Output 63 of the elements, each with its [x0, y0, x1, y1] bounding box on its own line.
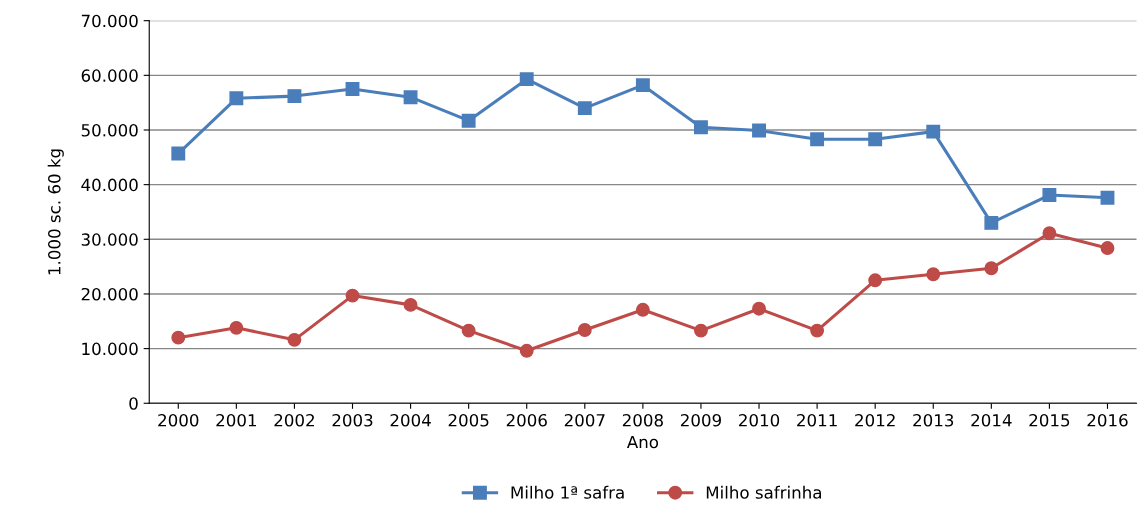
- y-tick-label: 70.000: [81, 14, 138, 28]
- point: [229, 320, 244, 335]
- point: [403, 297, 418, 312]
- x-tick-label: 2002: [274, 413, 314, 427]
- x-tick-label: 2003: [332, 413, 373, 427]
- point: [694, 323, 708, 338]
- x-tick-label: 2015: [1029, 413, 1070, 427]
- point: [287, 89, 302, 104]
- point: [519, 72, 534, 87]
- point: [345, 288, 360, 303]
- point: [229, 91, 244, 106]
- x-axis-title: Ano: [626, 435, 659, 449]
- x-tick-label: 2010: [739, 413, 780, 427]
- point: [752, 123, 766, 138]
- y-tick-label: 0: [129, 397, 138, 410]
- x-tick-label: 2004: [390, 413, 431, 427]
- point: [577, 101, 592, 116]
- x-tick-label: 2005: [448, 413, 489, 427]
- point: [984, 215, 999, 230]
- point: [577, 323, 592, 337]
- point: [519, 343, 534, 358]
- point: [635, 302, 650, 317]
- point: [926, 267, 941, 282]
- x-tick-label: 2011: [797, 413, 837, 427]
- point: [1042, 226, 1057, 241]
- point: [461, 323, 476, 338]
- point: [810, 323, 825, 338]
- y-axis-title: 1.000 sc. 60 kg: [47, 149, 64, 275]
- point: [287, 332, 302, 347]
- point: [868, 273, 883, 288]
- point: [868, 132, 883, 147]
- x-tick-label: 2012: [855, 413, 895, 427]
- point: [810, 132, 825, 147]
- point: [171, 330, 186, 345]
- point: [1042, 188, 1057, 202]
- y-tick-label: 30.000: [81, 233, 138, 246]
- point: [1100, 190, 1115, 205]
- y-tick-label: 60.000: [81, 69, 138, 82]
- x-tick-label: 2009: [680, 413, 721, 427]
- x-tick-label: 2000: [158, 413, 199, 427]
- y-tick-label: 20.000: [81, 287, 138, 301]
- y-tick-label: 10.000: [82, 342, 138, 356]
- x-tick-label: 2014: [971, 413, 1012, 427]
- x-tick-label: 2006: [506, 413, 547, 427]
- point: [752, 301, 766, 316]
- point: [403, 90, 418, 105]
- legend-label: Milho safrinha: [706, 485, 821, 499]
- x-tick-label: 2007: [564, 413, 605, 427]
- x-tick-label: 2008: [622, 413, 663, 427]
- point: [635, 78, 650, 93]
- x-tick-label: 2001: [216, 413, 257, 427]
- x-tick-label: 2016: [1087, 413, 1128, 427]
- point: [171, 146, 186, 161]
- y-tick-label: 40.000: [81, 178, 138, 192]
- point: [345, 82, 360, 96]
- point: [694, 120, 708, 135]
- point: [984, 261, 999, 276]
- legend-label: Milho 1ª safra: [511, 485, 624, 499]
- point: [926, 124, 941, 139]
- x-tick-label: 2013: [913, 413, 954, 427]
- point: [1100, 241, 1115, 255]
- y-tick-label: 50.000: [81, 123, 138, 137]
- point: [461, 113, 476, 128]
